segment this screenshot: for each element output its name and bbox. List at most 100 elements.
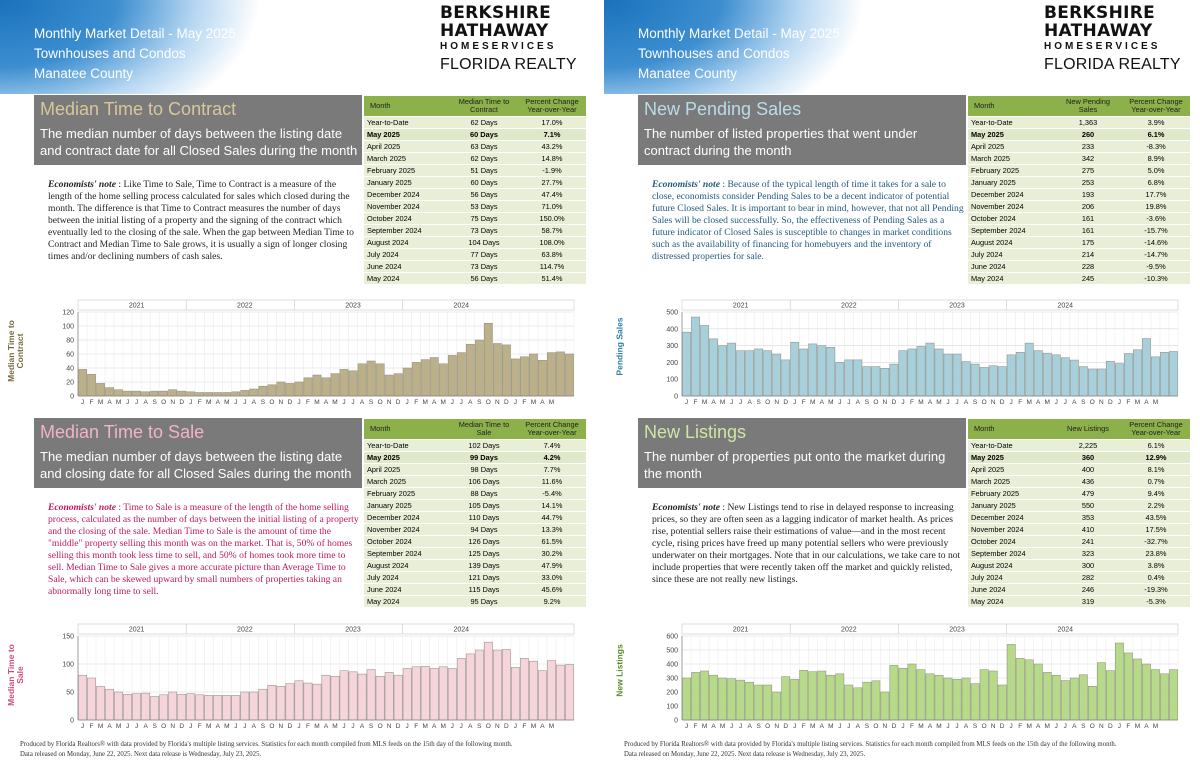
header-county: Manatee County — [638, 66, 738, 81]
x-tick-label: J — [234, 723, 237, 730]
chart-bar — [826, 674, 836, 721]
chart-bar — [997, 684, 1007, 721]
x-tick-label: O — [873, 723, 878, 730]
x-tick-label: M — [98, 723, 103, 730]
table-cell: June 2024 — [968, 584, 1054, 595]
x-tick-label: M — [441, 723, 446, 730]
table-cell: June 2024 — [364, 584, 450, 595]
x-tick-label: M — [720, 399, 725, 406]
x-tick-label: S — [261, 723, 266, 730]
chart-bar — [141, 692, 150, 721]
x-tick-label: O — [982, 723, 987, 730]
table-cell: -9.5% — [1122, 261, 1190, 272]
table-cell: May 2025 — [364, 452, 450, 463]
table-cell: December 2024 — [968, 512, 1054, 523]
chart-bar — [402, 668, 412, 721]
x-tick-label: A — [856, 723, 861, 730]
table-row: May 2024 319 -5.3% — [968, 596, 1190, 607]
chart-bar — [1060, 357, 1070, 397]
table-row: April 2025 400 8.1% — [968, 464, 1190, 475]
data-table: Month Median Time to Contract Percent Chan… — [364, 95, 586, 285]
x-tick-label: A — [1144, 723, 1149, 730]
x-tick-label: D — [288, 399, 293, 406]
x-tick-label: O — [982, 399, 987, 406]
x-tick-label: F — [414, 399, 418, 406]
brand-line-4: FLORIDA REALTY — [440, 56, 577, 73]
table-cell: 77 Days — [450, 249, 518, 260]
table-header-cell: Month — [364, 96, 450, 116]
chart-bar — [204, 695, 214, 721]
chart-bar — [123, 693, 132, 721]
y-tick-label: 40 — [66, 366, 74, 373]
x-tick-label: M — [1045, 723, 1050, 730]
table-row: April 2025 233 -8.3% — [968, 141, 1190, 152]
chart-bar — [411, 666, 421, 721]
economists-note: Economists' note : Time to Sale is a mea… — [48, 502, 359, 597]
x-tick-label: J — [901, 723, 904, 730]
x-tick-label: F — [306, 723, 310, 730]
x-tick-label: A — [1072, 399, 1077, 406]
x-tick-label: J — [514, 399, 517, 406]
table-cell: 62 Days — [450, 153, 518, 164]
table-header-cell: Month — [968, 96, 1054, 116]
x-tick-label: O — [378, 723, 383, 730]
chart-bar — [204, 392, 214, 397]
x-tick-label: S — [152, 399, 157, 406]
table-cell: 33.0% — [518, 572, 586, 583]
chart-bar — [898, 667, 908, 721]
chart-bar — [402, 367, 412, 397]
y-tick-label: 500 — [666, 648, 678, 655]
x-tick-label: S — [973, 399, 978, 406]
brand-logo: BERKSHIRE HATHAWAY HOMESERVICES FLORIDA … — [1044, 4, 1194, 75]
x-tick-label: O — [161, 723, 166, 730]
x-tick-label: M — [332, 399, 337, 406]
chart-bar — [808, 343, 818, 397]
table-row: July 2024 282 0.4% — [968, 572, 1190, 583]
x-tick-label: M — [206, 723, 211, 730]
x-tick-label: A — [928, 723, 933, 730]
table-cell: 56 Days — [450, 189, 518, 200]
table-cell: January 2025 — [968, 177, 1054, 188]
table-cell: November 2024 — [364, 524, 450, 535]
x-tick-label: J — [451, 723, 454, 730]
x-tick-label: J — [847, 723, 850, 730]
table-cell: 53 Days — [450, 201, 518, 212]
x-tick-label: D — [892, 723, 897, 730]
chart-bar — [303, 682, 313, 721]
y-tick-label: 300 — [666, 676, 678, 683]
brand-line-2: HATHAWAY — [1044, 21, 1153, 41]
x-tick-label: M — [116, 399, 121, 406]
table-cell: 436 — [1054, 476, 1122, 487]
economists-note: Economists' note : Because of the typica… — [652, 179, 964, 262]
table-cell: 73 Days — [450, 261, 518, 272]
chart-bar — [871, 366, 881, 397]
table-cell: June 2024 — [968, 261, 1054, 272]
x-tick-label: D — [179, 399, 184, 406]
table-cell: April 2025 — [364, 464, 450, 475]
chart-bar — [835, 362, 845, 397]
chart-bar — [718, 677, 727, 721]
table-cell: December 2024 — [364, 512, 450, 523]
year-label: 2023 — [345, 627, 361, 634]
chart-bar — [1069, 677, 1079, 721]
chart-bar — [321, 377, 331, 397]
x-tick-label: A — [964, 399, 969, 406]
table-row: Year-to-Date 2,225 6.1% — [968, 440, 1190, 451]
table-cell: 114.7% — [518, 261, 586, 272]
x-tick-label: A — [324, 399, 329, 406]
chart-bar — [898, 350, 908, 397]
chart-bar — [240, 390, 250, 397]
x-tick-label: F — [522, 723, 526, 730]
table-row: January 2025 253 6.8% — [968, 177, 1190, 188]
table-cell: 14.8% — [518, 153, 586, 164]
chart-bar — [1106, 361, 1115, 397]
table-cell: 51 Days — [450, 165, 518, 176]
y-tick-label: 0 — [674, 718, 678, 725]
x-tick-label: N — [774, 723, 779, 730]
table-cell: 43.2% — [518, 141, 586, 152]
y-tick-label: 300 — [666, 343, 678, 350]
x-tick-label: S — [369, 723, 374, 730]
table-cell: August 2024 — [364, 237, 450, 248]
x-tick-label: A — [747, 399, 752, 406]
